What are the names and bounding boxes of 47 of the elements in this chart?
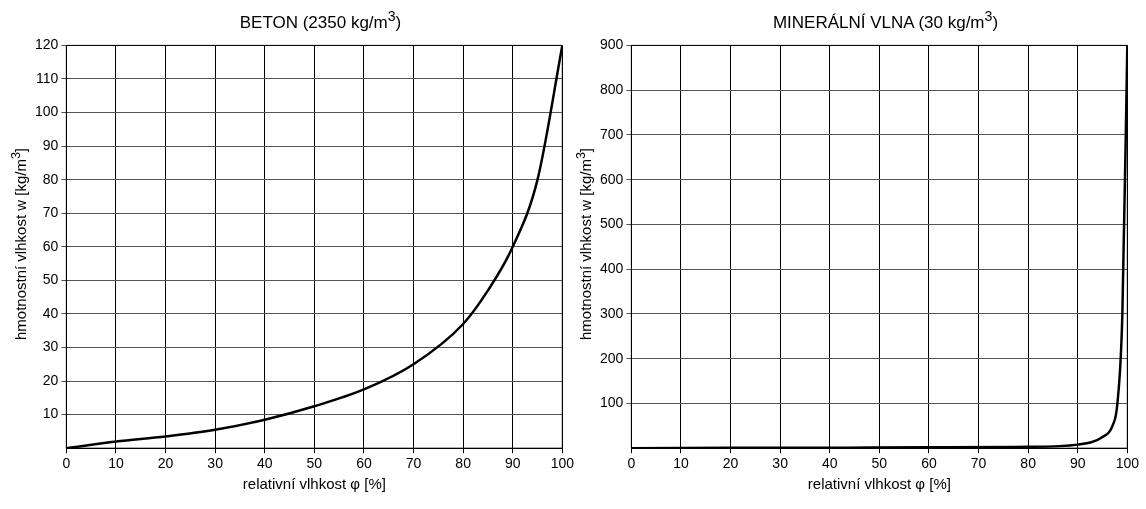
- y-tick-label: 10: [42, 405, 59, 422]
- x-tick-label: 40: [256, 455, 273, 472]
- y-tick-label: 70: [42, 204, 59, 221]
- y-tick-label: 60: [42, 237, 59, 254]
- x-tick-label: 30: [772, 455, 789, 472]
- x-tick-label: 70: [405, 455, 422, 472]
- x-tick-label: 40: [821, 455, 838, 472]
- y-tick-label: 90: [42, 136, 59, 153]
- x-tick-label: 60: [356, 455, 372, 472]
- y-tick-label: 400: [600, 260, 624, 277]
- x-tick-label: 80: [455, 455, 472, 472]
- x-axis-title: relativní vlhkost φ [%]: [242, 475, 386, 493]
- x-tick-label: 50: [871, 455, 888, 472]
- x-tick-label: 10: [108, 455, 124, 472]
- y-tick-label: 200: [600, 349, 624, 366]
- y-tick-label: 120: [35, 36, 59, 53]
- y-tick-label: 30: [42, 338, 59, 355]
- x-tick-label: 20: [157, 455, 174, 472]
- x-tick-label: 10: [673, 455, 689, 472]
- x-tick-label: 90: [1069, 455, 1086, 472]
- y-tick-label: 900: [600, 36, 624, 53]
- chart-title: MINERÁLNÍ VLNA (30 kg/m$^{3}$): [771, 8, 1000, 34]
- x-tick-label: 100: [1115, 455, 1140, 472]
- y-tick-label: 700: [600, 125, 624, 142]
- y-tick-label: 80: [42, 170, 59, 187]
- y-tick-label: 800: [600, 81, 624, 98]
- y-tick-label: 500: [600, 215, 624, 232]
- x-tick-label: 90: [504, 455, 521, 472]
- x-tick-label: 100: [550, 455, 575, 472]
- y-tick-label: 600: [600, 170, 624, 187]
- x-axis-title: relativní vlhkost φ [%]: [807, 475, 951, 493]
- x-tick-label: 30: [207, 455, 224, 472]
- y-tick-label: 100: [35, 103, 59, 120]
- x-tick-label: 70: [970, 455, 987, 472]
- chart-title: BETON (2350 kg/m$^{3}$): [238, 8, 403, 34]
- y-tick-label: 300: [600, 304, 624, 321]
- y-tick-label: 110: [36, 69, 59, 86]
- y-tick-label: 100: [600, 394, 624, 411]
- y-tick-label: 20: [42, 371, 59, 388]
- x-tick-label: 80: [1020, 455, 1037, 472]
- x-tick-label: 0: [627, 455, 636, 472]
- x-tick-label: 20: [722, 455, 739, 472]
- x-tick-label: 0: [62, 455, 71, 472]
- x-tick-label: 60: [921, 455, 937, 472]
- y-tick-label: 50: [42, 271, 59, 288]
- y-tick-label: 40: [42, 304, 59, 321]
- x-tick-label: 50: [306, 455, 323, 472]
